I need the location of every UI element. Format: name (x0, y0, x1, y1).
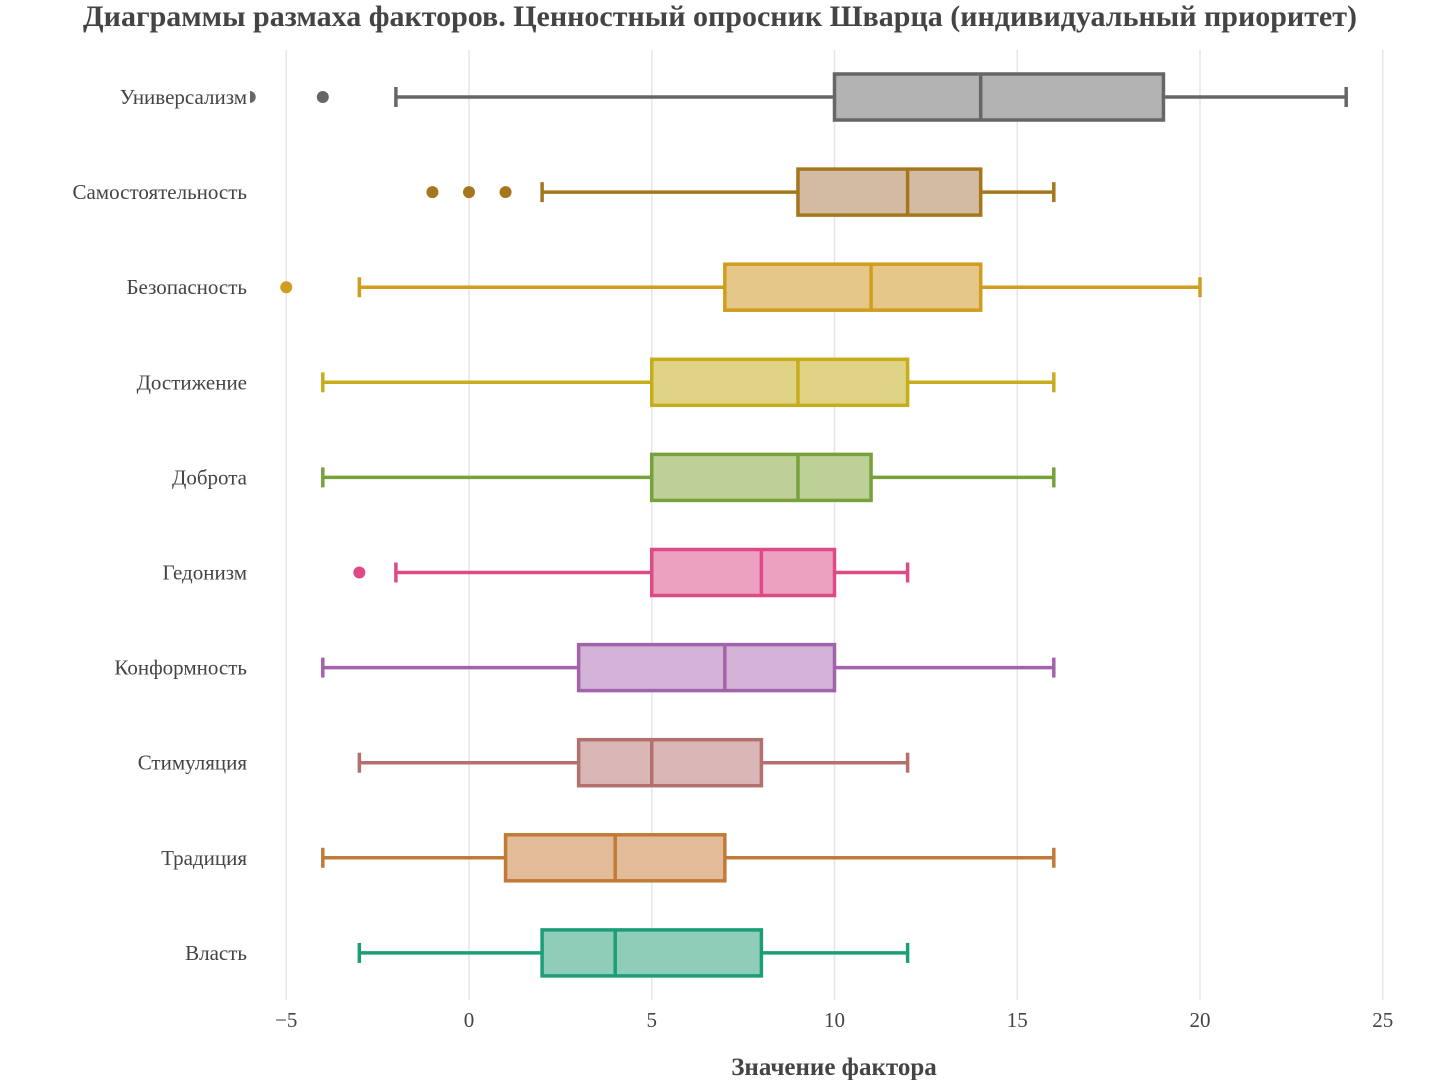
outlier-point (316, 91, 329, 103)
category-label: Самостоятельность (72, 180, 247, 204)
box-iqr (576, 642, 837, 693)
box-plot-2 (280, 262, 1202, 312)
category-label: Доброта (172, 465, 248, 489)
box-iqr (650, 547, 837, 598)
box-plot-4 (321, 452, 1056, 503)
category-label: Власть (185, 941, 247, 965)
box-plots (250, 72, 1348, 978)
category-label: Гедонизм (162, 561, 247, 585)
outlier-point (353, 566, 366, 579)
box-iqr (576, 737, 764, 788)
x-tick-label: 0 (464, 1008, 475, 1032)
outlier-point (280, 281, 293, 294)
box-iqr (650, 452, 873, 503)
box-iqr (723, 262, 983, 312)
box-plot-3 (321, 357, 1056, 408)
box-iqr (832, 72, 1166, 122)
x-tick-label: 15 (1007, 1008, 1028, 1032)
x-tick-label: −5 (275, 1008, 297, 1032)
box-plot-0 (250, 72, 1348, 122)
outlier-point (250, 91, 256, 103)
x-axis-ticks: −5 0 5 10 15 20 25 (275, 1008, 1393, 1032)
box-iqr (650, 357, 910, 408)
category-label: Конформность (114, 656, 247, 680)
box-iqr (540, 928, 764, 978)
outlier-point (499, 186, 512, 199)
category-label: Безопасность (126, 275, 247, 299)
chart-title: Диаграммы размаха факторов. Ценностный о… (83, 0, 1357, 33)
outlier-point (426, 186, 439, 199)
x-tick-label: 25 (1372, 1008, 1393, 1032)
box-iqr (796, 167, 983, 217)
box-plot-8 (321, 833, 1056, 883)
category-labels: Универсализм Самостоятельность Безопасност… (72, 85, 247, 965)
category-label: Стимуляция (138, 751, 248, 775)
box-plot-9 (357, 928, 910, 978)
box-plot-7 (357, 737, 910, 788)
category-label: Универсализм (120, 85, 247, 109)
category-label: Традиция (161, 846, 247, 870)
x-tick-label: 20 (1190, 1008, 1211, 1032)
x-tick-label: 5 (647, 1008, 658, 1032)
x-tick-label: 10 (824, 1008, 845, 1032)
box-plot-5 (353, 547, 910, 598)
box-plot-1 (426, 167, 1056, 217)
outlier-point (463, 186, 475, 199)
x-axis-title: Значение фактора (731, 1054, 937, 1080)
box-plot-6 (321, 642, 1056, 693)
category-label: Достижение (137, 370, 247, 394)
